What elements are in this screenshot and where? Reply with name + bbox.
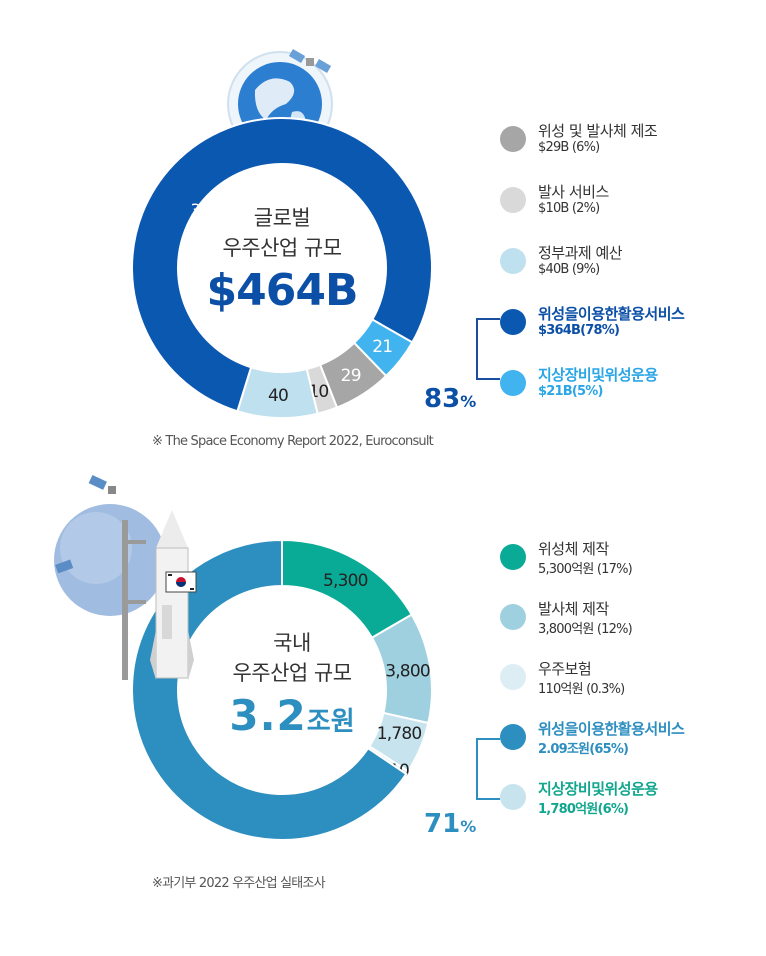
donut-slice <box>131 538 408 841</box>
legend-item: 지상장비및위성운용 $21B(5%) <box>500 364 760 425</box>
slice-label: 5,300 <box>323 571 368 591</box>
legend-value: 110억원 (0.3%) <box>538 682 625 697</box>
slice-label: 364 <box>190 201 220 221</box>
legend-swatch <box>500 784 526 810</box>
domestic-percent-value: 71 <box>424 809 461 839</box>
domestic-center-total-number: 3.2 <box>229 691 307 740</box>
donut-slice <box>352 318 414 378</box>
legend-item: 발사체 제작 3,800억원 (12%) <box>500 598 760 658</box>
legend-swatch <box>500 187 526 213</box>
domestic-center-line2: 우주산업 규모 <box>232 661 352 685</box>
legend-value: $364B(78%) <box>538 323 620 338</box>
legend-value: $10B (2%) <box>538 201 600 216</box>
legend-item: 위성을이용한활용서비스 2.09조원(65%) <box>500 718 760 778</box>
domestic-percent: 71% <box>424 809 476 839</box>
global-legend: 위성 및 발사체 제조 $29B (6%) 발사 서비스 $10B (2%) 정… <box>500 120 760 425</box>
legend-name: 지상장비및위성운용 <box>538 780 658 798</box>
legend-swatch <box>500 724 526 750</box>
domestic-center-total: 3.2조원 <box>182 688 402 753</box>
legend-item: 발사 서비스 $10B (2%) <box>500 181 760 242</box>
legend-swatch <box>500 664 526 690</box>
domestic-source-note: ※과기부 2022 우주산업 실태조사 <box>152 876 326 891</box>
legend-swatch <box>500 309 526 335</box>
legend-value: $40B (9%) <box>538 262 600 277</box>
legend-item: 위성을이용한활용서비스 $364B(78%) <box>500 303 760 364</box>
legend-name: 위성 및 발사체 제조 <box>538 122 658 140</box>
domestic-center-total-unit: 조원 <box>306 707 355 737</box>
global-center-line2: 우주산업 규모 <box>222 236 342 260</box>
legend-swatch <box>500 544 526 570</box>
legend-value: $29B (6%) <box>538 140 600 155</box>
global-center-label: 글로벌 우주산업 규모 $464B <box>172 203 392 319</box>
global-source-note: ※ The Space Economy Report 2022, Eurocon… <box>152 434 434 449</box>
slice-label: 1,780 <box>377 724 422 744</box>
slice-label: 29 <box>341 366 361 386</box>
legend-value: $21B(5%) <box>538 384 603 399</box>
legend-name: 발사 서비스 <box>538 183 609 201</box>
legend-item: 위성체 제작 5,300억원 (17%) <box>500 538 760 598</box>
domestic-legend-bracket <box>476 738 500 800</box>
slice-label: 40 <box>268 386 288 406</box>
legend-swatch <box>500 126 526 152</box>
legend-swatch <box>500 370 526 396</box>
domestic-legend: 위성체 제작 5,300억원 (17%) 발사체 제작 3,800억원 (12%… <box>500 538 760 838</box>
legend-item: 정부과제 예산 $40B (9%) <box>500 242 760 303</box>
legend-name: 지상장비및위성운용 <box>538 366 658 384</box>
satellite-icon <box>55 474 116 574</box>
legend-value: 1,780억원(6%) <box>538 802 629 817</box>
global-center-line1: 글로벌 <box>253 206 311 230</box>
satellite-icon <box>288 49 332 73</box>
legend-value: 3,800억원 (12%) <box>538 622 633 637</box>
legend-item: 우주보험 110억원 (0.3%) <box>500 658 760 718</box>
slice-label: 20,900 <box>142 811 197 831</box>
legend-name: 위성을이용한활용서비스 <box>538 720 685 738</box>
global-percent: 83% <box>424 384 476 414</box>
global-legend-bracket <box>476 318 500 380</box>
domestic-center-line1: 국내 <box>273 631 311 655</box>
domestic-percent-sign: % <box>460 817 477 836</box>
legend-name: 발사체 제작 <box>538 600 609 618</box>
global-center-total: $464B <box>206 265 359 316</box>
legend-name: 우주보험 <box>538 660 592 678</box>
slice-label: 21 <box>372 337 392 357</box>
legend-swatch <box>500 248 526 274</box>
legend-name: 정부과제 예산 <box>538 244 623 262</box>
slice-label: 3,800 <box>385 662 430 682</box>
global-percent-sign: % <box>460 392 477 411</box>
legend-item: 위성 및 발사체 제조 $29B (6%) <box>500 120 760 181</box>
legend-value: 5,300억원 (17%) <box>538 562 633 577</box>
legend-name: 위성체 제작 <box>538 540 609 558</box>
legend-swatch <box>500 604 526 630</box>
donut-slice <box>131 117 433 413</box>
domestic-center-label: 국내 우주산업 규모 3.2조원 <box>182 628 402 753</box>
legend-value: 2.09조원(65%) <box>538 742 629 757</box>
rocket-icon <box>122 510 197 680</box>
legend-item: 지상장비및위성운용 1,780억원(6%) <box>500 778 760 838</box>
legend-name: 위성을이용한활용서비스 <box>538 305 685 323</box>
global-percent-value: 83 <box>424 384 461 414</box>
earth-illustration <box>54 504 166 616</box>
